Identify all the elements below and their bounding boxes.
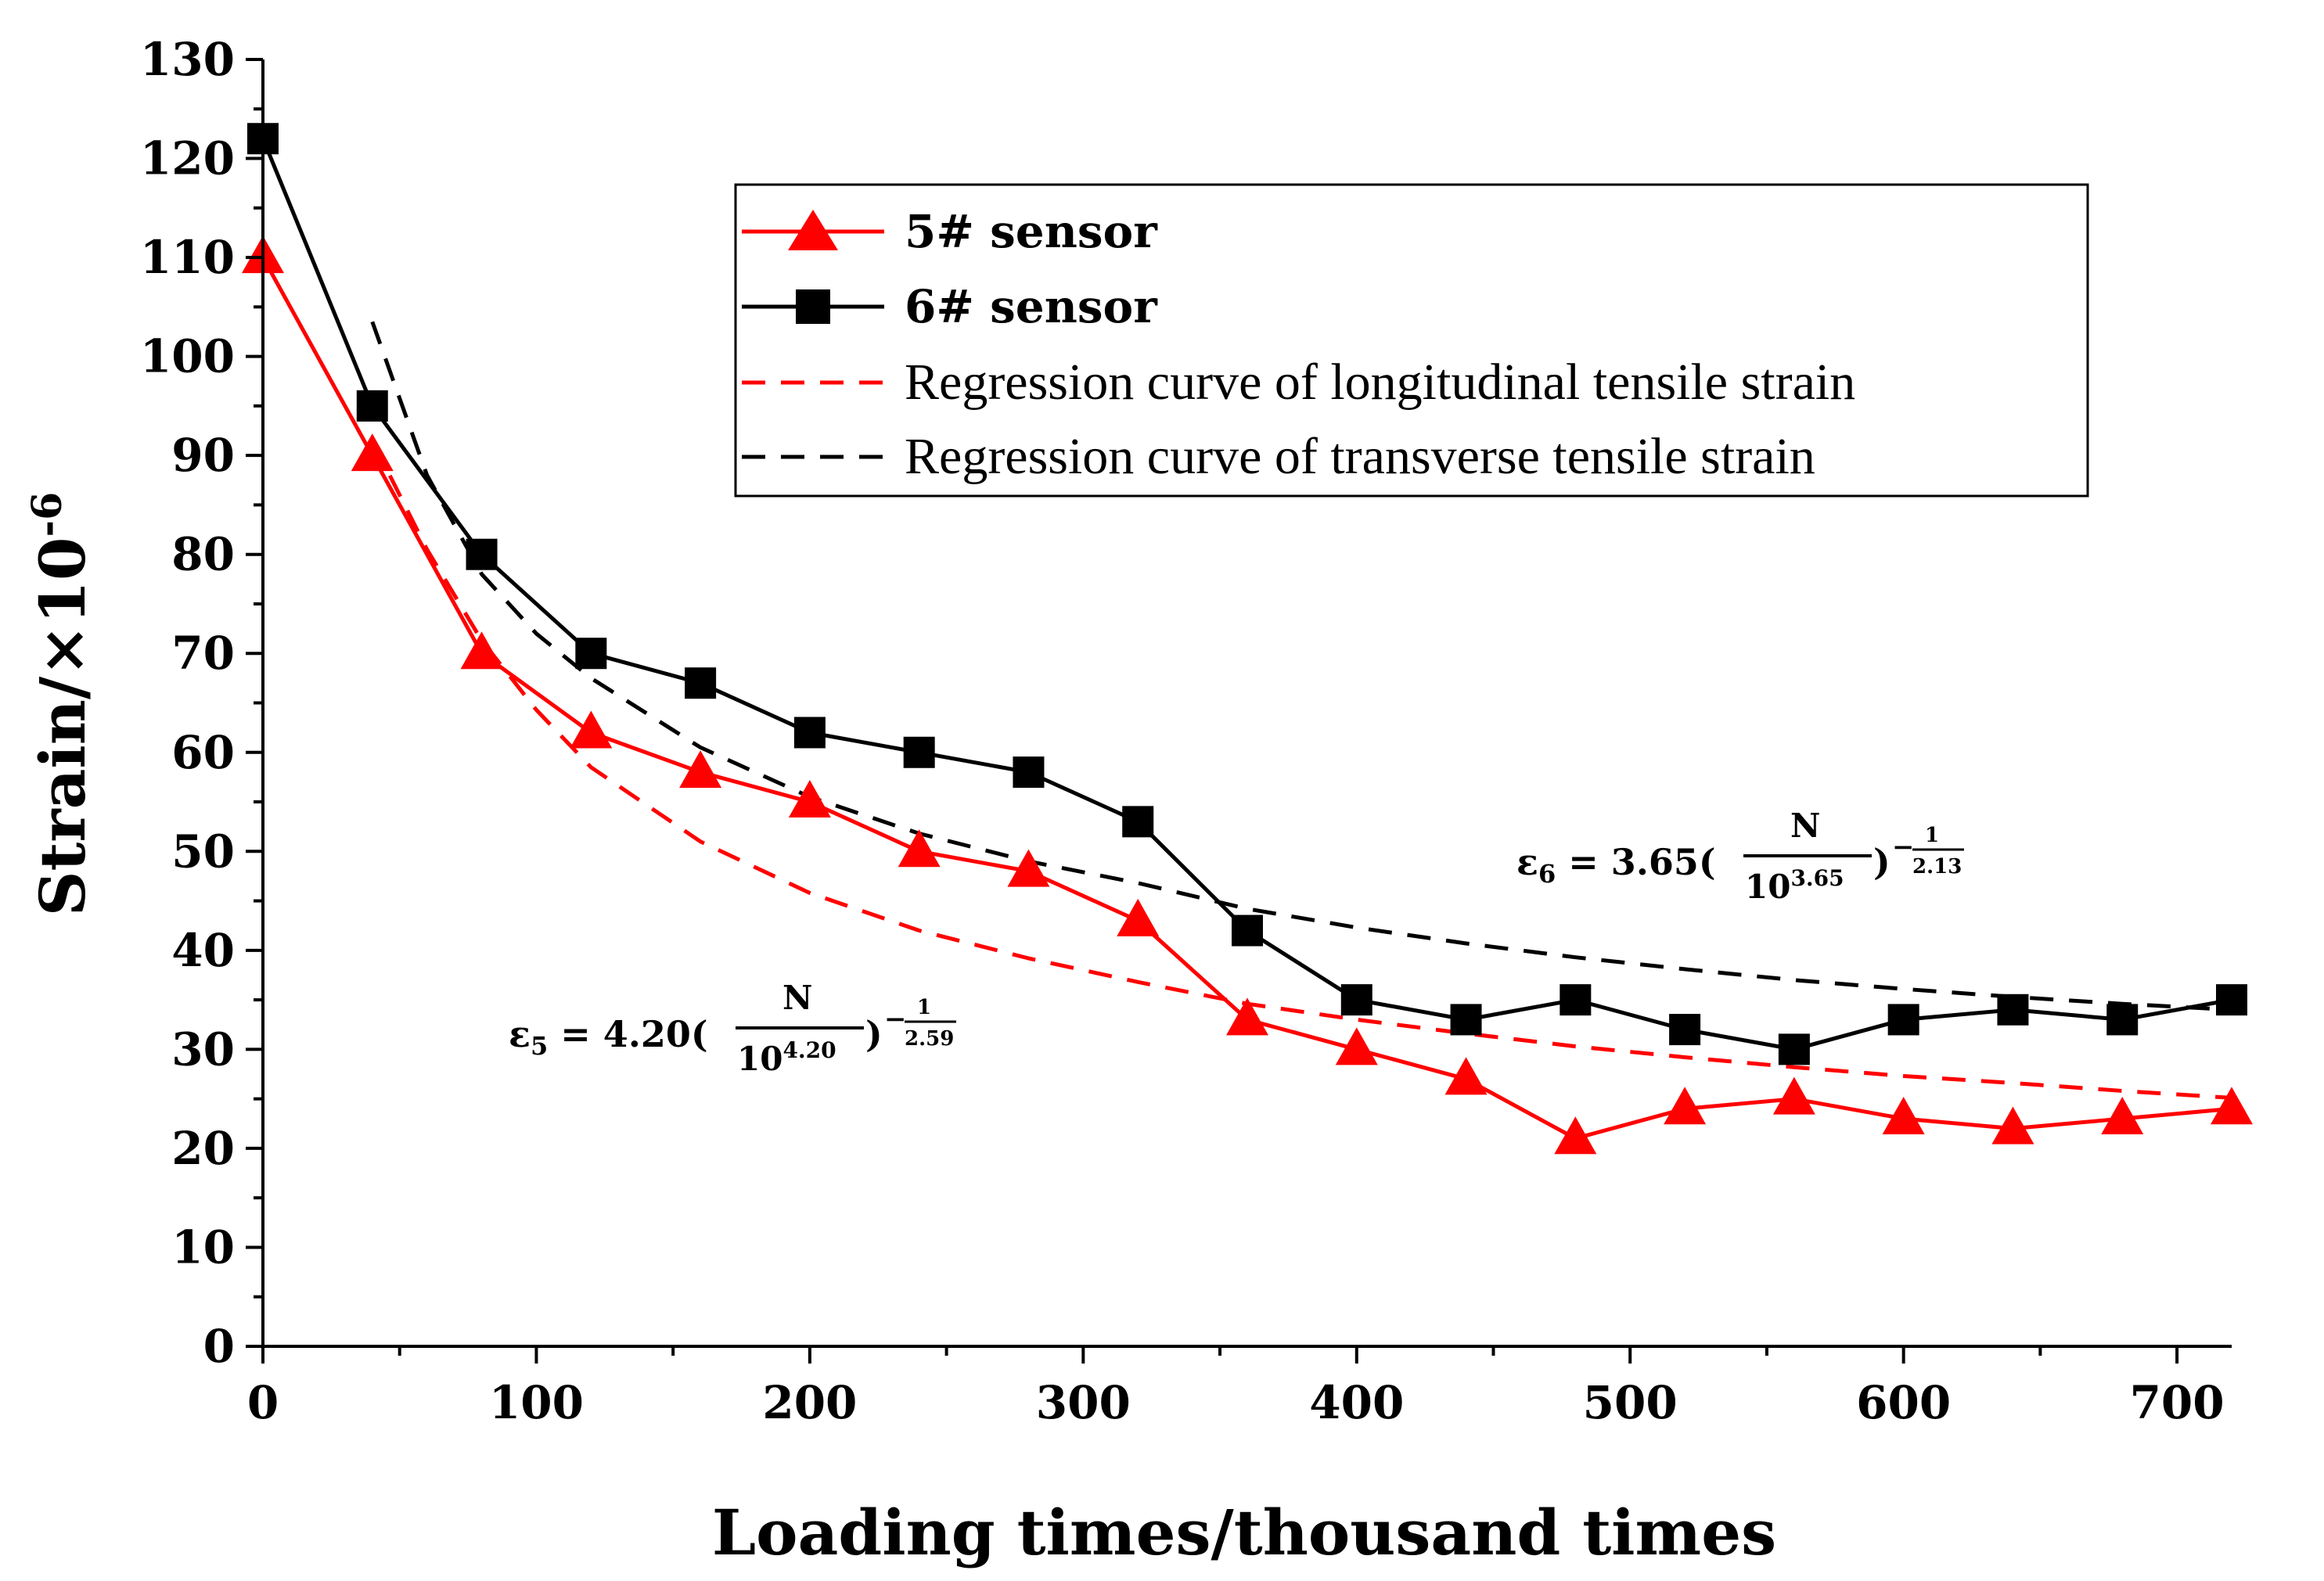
legend-marker-6-sensor <box>796 289 830 324</box>
data-point-6-sensor <box>685 667 717 699</box>
x-tick-label: 300 <box>1036 1376 1131 1429</box>
equation-eps5-denominator: 104.20 <box>737 1037 836 1078</box>
data-point-6-sensor <box>1669 1014 1701 1046</box>
equation-eps5-exponent-denominator: 2.59 <box>905 1027 954 1051</box>
data-point-5-sensor <box>570 710 613 749</box>
legend-marker-5-sensor <box>788 210 838 250</box>
y-tick-label: 20 <box>171 1122 235 1175</box>
equation-eps6-denominator: 103.65 <box>1745 865 1844 906</box>
data-point-6-sensor <box>903 736 935 768</box>
data-point-6-sensor <box>1887 1004 1919 1036</box>
equation-eps6-exponent-minus: − <box>1892 832 1915 863</box>
y-tick-label: 10 <box>171 1220 235 1274</box>
equation-eps6-lhs: ε6 = 3.65( <box>1516 841 1716 889</box>
data-point-5-sensor <box>1335 1027 1378 1065</box>
data-point-6-sensor <box>793 717 826 749</box>
equation-eps5-lhs: ε5 = 4.20( <box>509 1013 708 1061</box>
x-tick-label: 0 <box>247 1376 279 1429</box>
data-point-6-sensor <box>1232 914 1263 947</box>
data-point-5-sensor <box>679 750 722 789</box>
y-tick-label: 70 <box>171 627 235 680</box>
x-tick-label: 400 <box>1309 1376 1404 1429</box>
y-tick-label: 80 <box>171 528 235 581</box>
equation-eps6-numerator: N <box>1790 807 1820 845</box>
y-tick-label: 120 <box>140 132 235 185</box>
x-tick-label: 500 <box>1583 1376 1678 1429</box>
y-tick-label: 50 <box>171 825 235 878</box>
x-tick-label: 600 <box>1856 1376 1951 1429</box>
data-point-5-sensor <box>898 829 941 868</box>
y-tick-label: 110 <box>140 231 235 284</box>
data-point-5-sensor <box>2101 1096 2144 1134</box>
y-tick-label: 100 <box>140 330 235 383</box>
data-point-6-sensor <box>1340 984 1372 1016</box>
y-tick-label: 0 <box>203 1320 235 1373</box>
equation-eps5-numerator: N <box>782 979 812 1017</box>
data-point-5-sensor <box>1991 1106 2034 1144</box>
data-point-5-sensor <box>460 631 503 670</box>
data-point-5-sensor <box>1007 849 1050 887</box>
series-line-regression-curve-of-longitudinal-tensile-strain <box>370 440 2232 1100</box>
equation-eps6-exponent-numerator: 1 <box>1925 824 1939 847</box>
data-point-6-sensor <box>1122 806 1154 838</box>
data-point-5-sensor <box>351 433 394 472</box>
data-point-5-sensor <box>788 780 831 818</box>
data-point-6-sensor <box>1997 994 2029 1026</box>
data-point-6-sensor <box>575 638 607 670</box>
data-point-5-sensor <box>1664 1087 1707 1125</box>
y-tick-label: 90 <box>171 429 235 482</box>
data-point-6-sensor <box>2106 1004 2139 1036</box>
legend-label-6-sensor: 6# sensor <box>905 280 1158 333</box>
equation-eps5-exponent-numerator: 1 <box>917 996 931 1019</box>
data-point-6-sensor <box>1560 984 1592 1016</box>
y-tick-label: 40 <box>171 924 235 977</box>
data-point-6-sensor <box>2216 984 2247 1016</box>
data-point-5-sensor <box>1554 1116 1597 1155</box>
legend-label-longitudinal-regression: Regression curve of longitudinal tensile… <box>905 354 1855 411</box>
data-point-5-sensor <box>1117 898 1160 936</box>
x-axis-title: Loading times/thousand times <box>712 1496 1776 1569</box>
y-axis-title: Strain/×10-6 <box>23 492 99 917</box>
equation-eps5-close-paren: ) <box>865 1013 883 1055</box>
legend-label-transverse-regression: Regression curve of transverse tensile s… <box>905 428 1815 485</box>
x-tick-label: 100 <box>489 1376 584 1429</box>
data-point-5-sensor <box>2211 1087 2253 1125</box>
equation-eps6: ε6 = 3.65( N 103.65 ) − 1 2.13 <box>1516 807 1964 906</box>
data-point-5-sensor <box>1444 1057 1488 1095</box>
x-tick-label: 700 <box>2130 1376 2225 1429</box>
x-tick-label: 200 <box>762 1376 857 1429</box>
equation-eps6-exponent-denominator: 2.13 <box>1912 855 1962 879</box>
equation-eps5-exponent-minus: − <box>884 1004 907 1035</box>
y-axis-title-base: Strain/×10 <box>26 537 99 916</box>
data-point-6-sensor <box>1778 1033 1810 1065</box>
equation-eps6-close-paren: ) <box>1873 841 1890 883</box>
y-tick-label: 30 <box>171 1022 235 1076</box>
data-point-6-sensor <box>1450 1004 1482 1036</box>
data-point-6-sensor <box>356 390 388 422</box>
tick-layer: 0 100 200 300 400 500 600 700 0 10 20 30 40 50 60 70 80 9… <box>140 33 2225 1429</box>
legend-label-5-sensor: 5# sensor <box>905 205 1158 258</box>
data-point-5-sensor <box>1772 1076 1815 1115</box>
data-point-5-sensor <box>1226 997 1268 1036</box>
equation-eps5: ε5 = 4.20( N 104.20 ) − 1 2.59 <box>509 979 956 1078</box>
y-tick-label: 60 <box>171 726 235 779</box>
legend: 5# sensor 6# sensor Regression curve of … <box>734 183 2089 498</box>
legend-box <box>734 183 2089 498</box>
series-layer <box>242 123 2253 1155</box>
data-point-6-sensor <box>1013 756 1045 789</box>
data-point-6-sensor <box>466 538 498 570</box>
series-line-regression-curve-of-transverse-tensile-strain <box>370 321 2232 1012</box>
data-point-5-sensor <box>1882 1096 1925 1134</box>
y-tick-label: 130 <box>140 33 235 86</box>
y-axis-title-exponent: -6 <box>23 492 71 537</box>
